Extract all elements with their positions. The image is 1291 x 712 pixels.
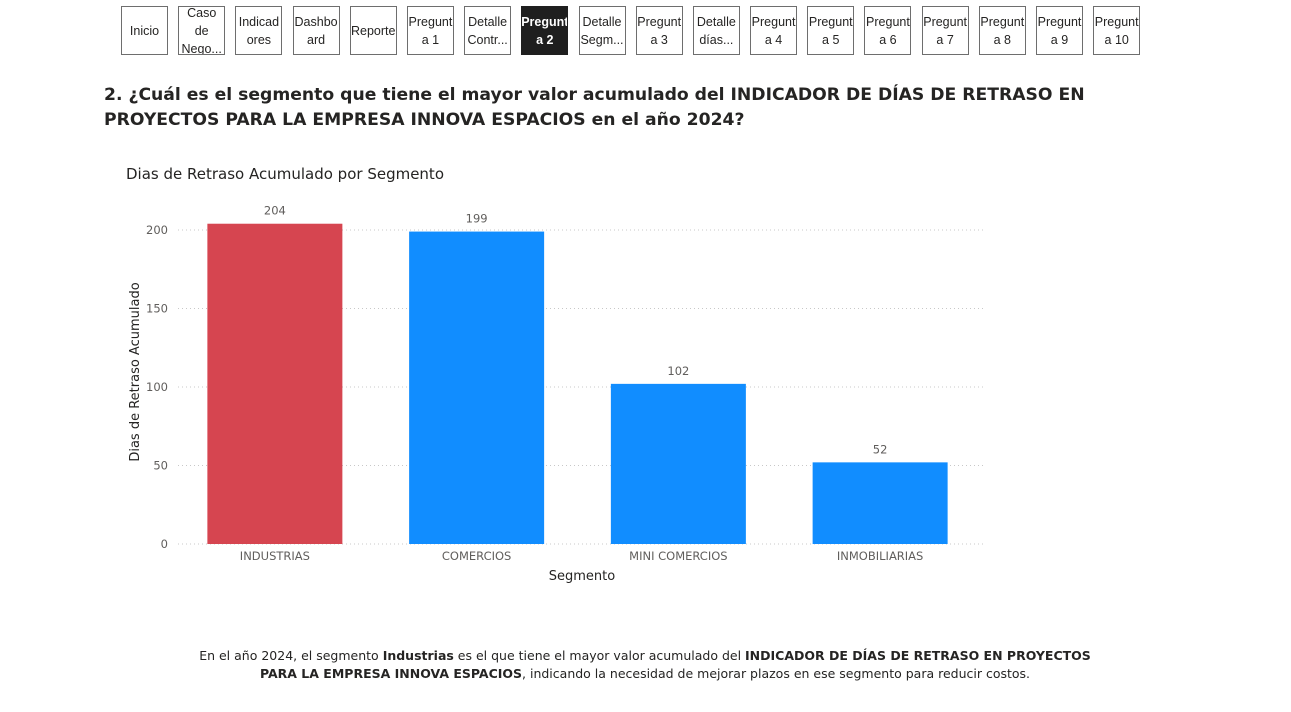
- x-tick-label: COMERCIOS: [442, 549, 511, 563]
- nav-button-7[interactable]: Detalle Contr...: [464, 6, 512, 55]
- data-label: 204: [264, 204, 286, 218]
- bar: [812, 462, 948, 544]
- nav-button-14[interactable]: Pregunt a 6: [864, 6, 912, 55]
- y-tick-label: 0: [161, 537, 168, 551]
- chart-title: Dias de Retraso Acumulado por Segmento: [126, 165, 444, 183]
- x-tick-label: INMOBILIARIAS: [837, 549, 923, 563]
- nav-button-3[interactable]: Indicad ores: [235, 6, 283, 55]
- nav-button-16[interactable]: Pregunt a 8: [978, 6, 1026, 55]
- nav-button-2[interactable]: Caso de Nego...: [178, 6, 226, 55]
- y-tick-label: 200: [146, 223, 168, 237]
- y-tick-label: 50: [153, 459, 168, 473]
- nav-button-18[interactable]: Pregunt a 10: [1093, 6, 1141, 55]
- bar: [610, 383, 746, 544]
- y-tick-label: 150: [146, 302, 168, 316]
- nav-button-10[interactable]: Pregunt a 3: [635, 6, 683, 55]
- nav-button-4[interactable]: Dashbo ard: [292, 6, 340, 55]
- nav-button-15[interactable]: Pregunt a 7: [921, 6, 969, 55]
- nav-button-13[interactable]: Pregunt a 5: [807, 6, 855, 55]
- bar: [409, 231, 545, 544]
- conclusion-part-2: es el que tiene el mayor valor acumulado…: [453, 648, 746, 663]
- nav-button-6[interactable]: Pregunt a 1: [406, 6, 454, 55]
- y-axis-title: Dias de Retraso Acumulado: [128, 282, 143, 461]
- nav-button-12[interactable]: Pregunt a 4: [750, 6, 798, 55]
- data-label: 52: [873, 442, 888, 456]
- bar: [207, 223, 343, 544]
- x-tick-label: INDUSTRIAS: [240, 549, 310, 563]
- data-label: 102: [667, 364, 689, 378]
- nav-button-9[interactable]: Detalle Segm...: [578, 6, 626, 55]
- x-axis-title: Segmento: [549, 569, 616, 584]
- conclusion-part-3: , indicando la necesidad de mejorar plaz…: [522, 666, 1031, 681]
- conclusion-bold-2: INDICADOR DE DÍAS DE RETRASO EN PROYECTO…: [259, 648, 1091, 681]
- x-tick-label: MINI COMERCIOS: [629, 549, 727, 563]
- nav-button-8[interactable]: Pregunt a 2: [521, 6, 569, 55]
- nav-button-5[interactable]: Reporte: [349, 6, 397, 55]
- conclusion-bold-1: Industrias: [382, 648, 454, 663]
- conclusion-part-1: En el año 2024, el segmento: [199, 648, 383, 663]
- question-heading: 2. ¿Cuál es el segmento que tiene el may…: [104, 85, 1085, 130]
- page-navigation: Inicio Caso de Nego... Indicad ores Dashbo …: [121, 6, 1141, 55]
- y-tick-label: 100: [146, 380, 168, 394]
- conclusion-text: En el año 2024, el segmento Industrias e…: [190, 647, 1100, 683]
- nav-button-11[interactable]: Detalle días...: [692, 6, 740, 55]
- nav-button-17[interactable]: Pregunt a 9: [1036, 6, 1083, 55]
- nav-button-1[interactable]: Inicio: [121, 6, 168, 55]
- data-label: 199: [466, 212, 488, 226]
